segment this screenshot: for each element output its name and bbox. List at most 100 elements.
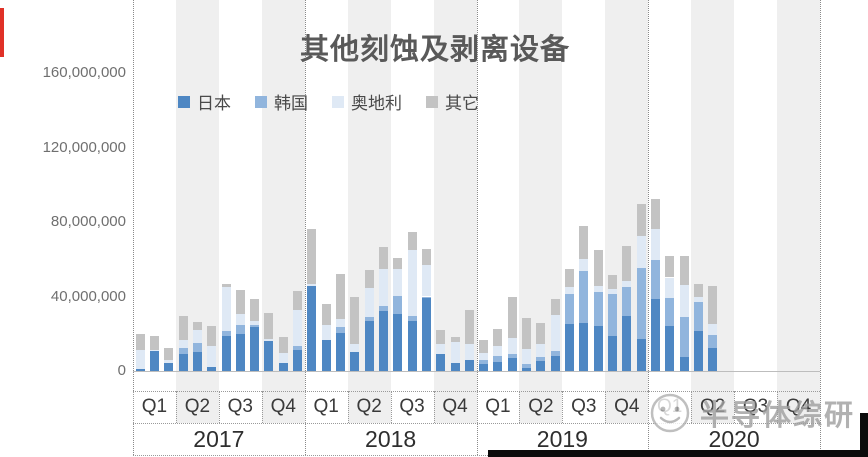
bar-segment-其它 [636, 203, 646, 236]
bar-segment-奥地利 [178, 339, 188, 349]
bar-segment-日本 [550, 355, 560, 371]
bar-segment-其它 [250, 299, 260, 321]
bar-segment-韩国 [579, 270, 589, 323]
quarter-cell-border [390, 391, 392, 423]
bar-segment-奥地利 [207, 346, 217, 367]
quarter-cell-border [648, 391, 650, 423]
bar-segment-日本 [479, 364, 489, 371]
watermark: 半导体综研 [648, 391, 855, 435]
legend-label: 其它 [445, 94, 479, 113]
bar-segment-日本 [636, 339, 646, 371]
bar-segment-日本 [464, 360, 474, 371]
bar-segment-日本 [436, 354, 446, 371]
bar-segment-日本 [450, 362, 460, 371]
bar-segment-其它 [693, 284, 703, 297]
bar-segment-其它 [135, 334, 145, 350]
bar-segment-其它 [536, 322, 546, 345]
bar-segment-其它 [278, 337, 288, 353]
bar-segment-日本 [579, 322, 589, 371]
bar-segment-其它 [364, 270, 374, 288]
bar-segment-其它 [149, 335, 159, 350]
bar-segment-奥地利 [250, 320, 260, 326]
bar-segment-其它 [450, 336, 460, 342]
quarter-cell-border [347, 391, 349, 423]
bar-segment-奥地利 [264, 339, 274, 341]
bar-segment-奥地利 [536, 344, 546, 358]
bar-segment-韩国 [565, 293, 575, 324]
bar-segment-日本 [693, 330, 703, 371]
bar-segment-日本 [679, 357, 689, 371]
bar-segment-奥地利 [636, 235, 646, 268]
bar-segment-韩国 [493, 356, 503, 362]
bar-segment-其它 [565, 269, 575, 287]
quarter-label: Q4 [785, 396, 812, 417]
bar-segment-其它 [479, 340, 489, 353]
quarter-label: Q1 [141, 396, 168, 417]
bar-segment-其它 [522, 318, 532, 350]
legend-item: 奥地利 [332, 89, 402, 114]
quarter-label: Q1 [485, 396, 511, 417]
bar-segment-日本 [207, 366, 217, 371]
quarter-label: Q4 [614, 396, 640, 417]
quarter-label: Q1 [313, 396, 339, 417]
year-label: 2017 [193, 425, 245, 452]
watermark-text: 半导体综研 [700, 398, 856, 432]
legend-label: 奥地利 [351, 94, 402, 113]
year-label: 2019 [536, 425, 588, 452]
bar-segment-奥地利 [364, 287, 374, 317]
y-axis-label: 120,000,000 [42, 138, 126, 156]
bar-segment-韩国 [650, 260, 660, 300]
bar-segment-奥地利 [464, 344, 474, 361]
bar-segment-韩国 [708, 335, 718, 348]
bar-segment-日本 [364, 320, 374, 371]
bar-segment-日本 [278, 362, 288, 371]
legend-item: 韩国 [255, 89, 308, 114]
bar-segment-奥地利 [350, 343, 360, 352]
bar-segment-其它 [221, 284, 231, 287]
bar-segment-其它 [407, 232, 417, 251]
quarter-cell-border [562, 391, 564, 423]
bar-segment-日本 [522, 367, 532, 371]
bar-segment-奥地利 [192, 330, 202, 343]
quarter-cell-border [304, 391, 306, 423]
bar-segment-韩国 [622, 287, 632, 317]
bar-segment-奥地利 [479, 352, 489, 361]
quarter-cell-border [175, 391, 177, 423]
bar-segment-韩国 [479, 360, 489, 365]
year-boundary-line [648, 0, 650, 455]
black-bottom-bar [488, 450, 868, 457]
bar-segment-日本 [536, 360, 546, 371]
bar-segment-奥地利 [378, 269, 388, 306]
year-boundary-line [476, 0, 478, 455]
legend-label: 日本 [197, 94, 231, 113]
bar-segment-其它 [593, 250, 603, 287]
bar-segment-奥地利 [436, 344, 446, 355]
year-label: 2020 [708, 425, 760, 452]
bar-segment-日本 [593, 325, 603, 371]
bar-segment-奥地利 [579, 258, 589, 271]
bar-segment-日本 [336, 332, 346, 371]
bar-segment-韩国 [679, 316, 689, 358]
bar-segment-奥地利 [708, 323, 718, 336]
bar-segment-奥地利 [135, 349, 145, 369]
bar-segment-其它 [350, 296, 360, 344]
quarter-label: Q2 [184, 396, 211, 417]
bar-segment-其它 [507, 297, 517, 338]
bar-segment-奥地利 [693, 296, 703, 302]
quarter-cell-border [261, 391, 263, 423]
bar-segment-日本 [293, 349, 303, 371]
bar-segment-韩国 [293, 346, 303, 350]
bar-segment-韩国 [421, 296, 431, 299]
bar-segment-奥地利 [293, 309, 303, 347]
bar-segment-奥地利 [507, 337, 517, 354]
quarter-cell-border [777, 391, 779, 423]
legend-label: 韩国 [274, 94, 308, 113]
bar-segment-奥地利 [493, 346, 503, 357]
quarter-label: Q2 [356, 396, 382, 417]
year-boundary-line [304, 0, 306, 455]
quarter-label: Q3 [399, 396, 425, 417]
bar-segment-日本 [250, 327, 260, 371]
bar-segment-其它 [307, 228, 317, 285]
bar-segment-韩国 [665, 298, 675, 326]
smiley-face-icon [650, 393, 690, 433]
